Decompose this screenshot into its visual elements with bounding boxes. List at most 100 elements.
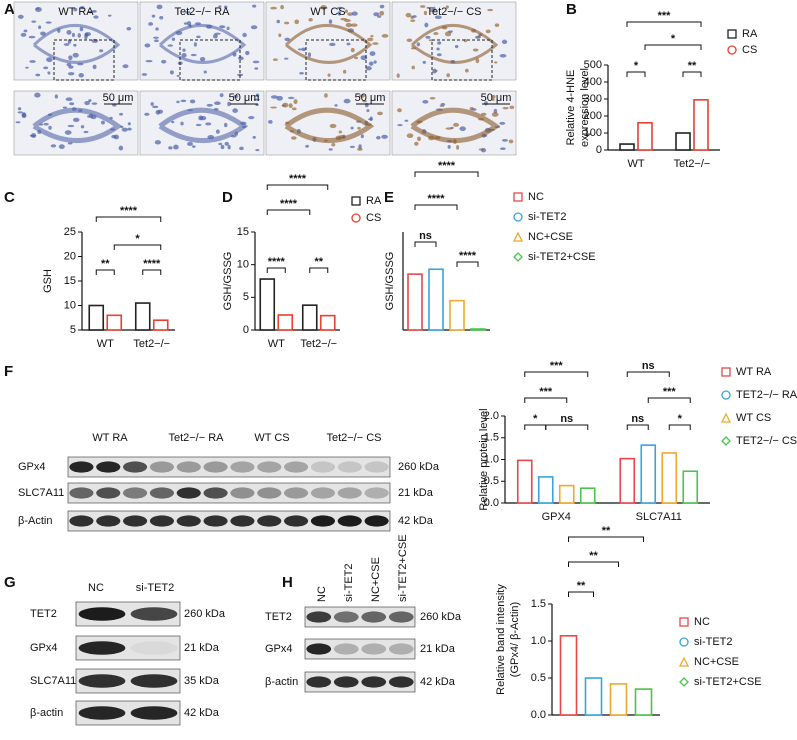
- y-tick-label: 0.5: [531, 672, 546, 684]
- cell: [381, 134, 388, 139]
- sig-label: ****: [268, 256, 286, 268]
- lane-label: Tet2−/− CS: [326, 432, 381, 444]
- bar: [106, 314, 123, 331]
- sig-bracket: [568, 561, 619, 567]
- cell: [447, 144, 451, 149]
- sig-bracket: [309, 267, 329, 273]
- cell: [344, 9, 348, 14]
- y-tick-label: 10: [64, 299, 76, 311]
- cell: [223, 5, 228, 9]
- blot-size: 35 kDa: [184, 675, 220, 687]
- cell: [367, 37, 374, 42]
- cell: [252, 135, 256, 139]
- blot-row-label: GPx4: [30, 642, 58, 654]
- blot-band: [364, 487, 389, 499]
- blot-band: [203, 487, 228, 499]
- bar: [277, 314, 294, 331]
- legend-label: si-TET2+CSE: [528, 251, 596, 263]
- sig-bracket: [524, 397, 568, 403]
- cell: [226, 26, 230, 31]
- legend-label: WT RA: [736, 366, 772, 378]
- cell: [343, 18, 351, 23]
- cell: [491, 98, 495, 102]
- blot-band: [230, 461, 255, 473]
- cell: [43, 122, 49, 126]
- blot-row: [67, 510, 391, 532]
- sig-bracket: [95, 216, 162, 222]
- y-tick-label: 200: [584, 110, 602, 122]
- sig-bracket: [626, 371, 670, 377]
- cell: [254, 67, 259, 70]
- blot-band: [337, 487, 362, 499]
- blot-size: 260 kDa: [398, 461, 440, 473]
- cell: [212, 33, 218, 39]
- y-axis-label: (GPx4/ β-Actin): [509, 602, 521, 677]
- cell: [122, 64, 129, 69]
- bar: [537, 476, 554, 504]
- cell: [69, 102, 75, 106]
- cell: [35, 7, 40, 10]
- cell: [93, 15, 99, 19]
- cell: [148, 22, 154, 26]
- blot-row-label: β-actin: [265, 676, 298, 688]
- legend-label: si-TET2: [528, 211, 567, 223]
- blot-band: [333, 611, 359, 623]
- sig-bracket: [414, 171, 479, 177]
- cell: [193, 42, 197, 47]
- cell: [445, 127, 453, 130]
- cell: [119, 112, 124, 116]
- cell: [34, 92, 41, 98]
- cell: [183, 22, 188, 25]
- y-tick-label: 0: [243, 324, 249, 336]
- sig-bracket: [626, 424, 649, 430]
- cell: [299, 71, 304, 75]
- blot-band: [130, 674, 178, 688]
- cell: [499, 147, 506, 150]
- legend-label: TET2−/− RA: [736, 389, 797, 401]
- cell: [157, 109, 164, 114]
- blot-band: [69, 515, 94, 527]
- y-tick-label: 2.0: [484, 410, 499, 422]
- cell: [328, 19, 333, 24]
- cell: [429, 96, 436, 100]
- blot-band: [310, 515, 335, 527]
- blot-band: [130, 706, 178, 720]
- cell: [354, 56, 359, 60]
- y-tick-label: 1.5: [484, 432, 499, 444]
- cell: [54, 94, 58, 99]
- blot-band: [78, 607, 126, 621]
- x-tick-label: Tet2−/−: [674, 158, 711, 170]
- cell: [284, 57, 289, 60]
- cell: [499, 121, 506, 125]
- cell: [17, 111, 23, 114]
- x-tick-label: GPX4: [542, 511, 571, 523]
- blot-band: [388, 643, 414, 655]
- y-tick-label: 0: [596, 144, 602, 156]
- blot-size: 42 kDa: [184, 707, 220, 719]
- cell: [239, 146, 244, 151]
- blot-band: [203, 461, 228, 473]
- blot-band: [306, 643, 332, 655]
- bar: [319, 314, 336, 331]
- cell: [187, 141, 193, 147]
- sig-label: ns: [419, 230, 432, 242]
- cell: [238, 56, 244, 61]
- cell: [77, 33, 82, 38]
- cell: [224, 122, 228, 128]
- cell: [327, 73, 331, 77]
- cell: [227, 101, 231, 107]
- cell: [305, 144, 309, 148]
- airway: [284, 107, 375, 144]
- bar: [470, 328, 486, 331]
- sig-bracket: [644, 44, 702, 50]
- cell: [376, 135, 381, 140]
- cell: [252, 4, 257, 8]
- cell: [118, 145, 124, 151]
- scale-bar-label: 50 μm: [481, 92, 512, 104]
- cell: [80, 6, 85, 10]
- legend-label: RA: [742, 28, 758, 40]
- sig-label: ns: [642, 360, 655, 372]
- cell: [47, 71, 51, 75]
- cell: [45, 21, 52, 24]
- cell: [214, 32, 221, 35]
